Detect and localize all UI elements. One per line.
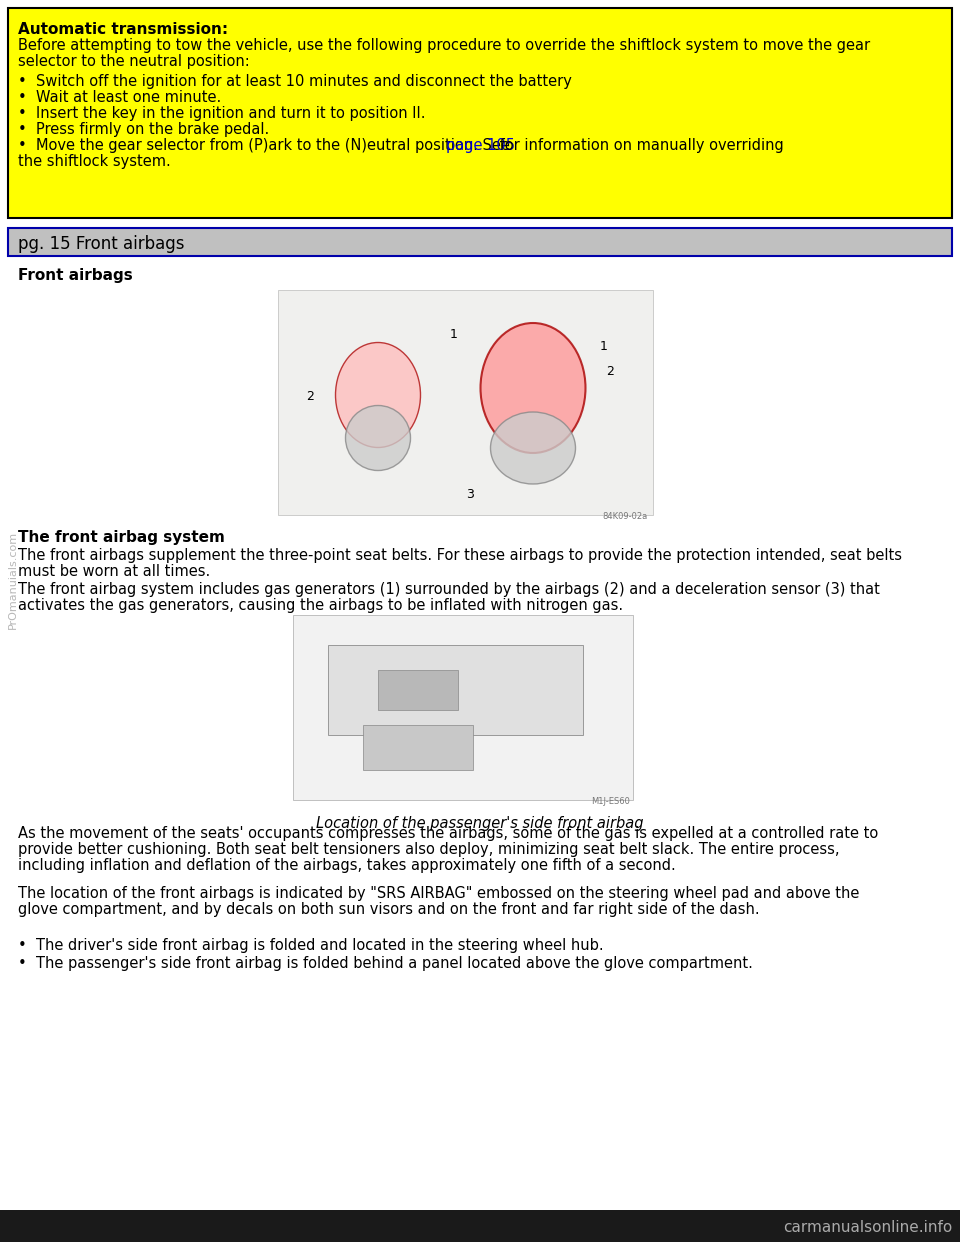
FancyBboxPatch shape — [363, 725, 473, 770]
Text: •  Switch off the ignition for at least 10 minutes and disconnect the battery: • Switch off the ignition for at least 1… — [18, 75, 572, 89]
Text: provide better cushioning. Both seat belt tensioners also deploy, minimizing sea: provide better cushioning. Both seat bel… — [18, 842, 839, 857]
Text: The front airbags supplement the three-point seat belts. For these airbags to pr: The front airbags supplement the three-p… — [18, 548, 902, 563]
Text: •  The driver's side front airbag is folded and located in the steering wheel hu: • The driver's side front airbag is fold… — [18, 938, 604, 953]
Text: page 105: page 105 — [445, 138, 515, 153]
Ellipse shape — [491, 412, 575, 484]
Text: Front airbags: Front airbags — [18, 268, 132, 283]
Text: activates the gas generators, causing the airbags to be inflated with nitrogen g: activates the gas generators, causing th… — [18, 597, 623, 614]
FancyBboxPatch shape — [0, 1210, 960, 1242]
Text: The front airbag system: The front airbag system — [18, 530, 225, 545]
Text: for information on manually overriding: for information on manually overriding — [495, 138, 784, 153]
Text: The location of the front airbags is indicated by "SRS AIRBAG" embossed on the s: The location of the front airbags is ind… — [18, 886, 859, 900]
Text: 2: 2 — [606, 365, 613, 378]
Text: must be worn at all times.: must be worn at all times. — [18, 564, 210, 579]
Text: 84K09-02a: 84K09-02a — [603, 512, 648, 520]
Text: pg. 15 Front airbags: pg. 15 Front airbags — [18, 235, 184, 253]
Text: As the movement of the seats' occupants compresses the airbags, some of the gas : As the movement of the seats' occupants … — [18, 826, 878, 841]
Text: The front airbag system includes gas generators (1) surrounded by the airbags (2: The front airbag system includes gas gen… — [18, 582, 880, 597]
FancyBboxPatch shape — [293, 615, 633, 800]
Text: carmanualsonline.info: carmanualsonline.info — [782, 1221, 952, 1236]
FancyBboxPatch shape — [328, 645, 583, 735]
Ellipse shape — [346, 405, 411, 471]
Text: •  Move the gear selector from (P)ark to the (N)eutral position. See: • Move the gear selector from (P)ark to … — [18, 138, 515, 153]
Text: •  Press firmly on the brake pedal.: • Press firmly on the brake pedal. — [18, 122, 269, 137]
Text: •  Wait at least one minute.: • Wait at least one minute. — [18, 89, 221, 106]
FancyBboxPatch shape — [378, 669, 458, 710]
Text: 3: 3 — [466, 488, 474, 501]
Text: including inflation and deflation of the airbags, takes approximately one fifth : including inflation and deflation of the… — [18, 858, 676, 873]
Text: Before attempting to tow the vehicle, use the following procedure to override th: Before attempting to tow the vehicle, us… — [18, 39, 870, 53]
Text: the shiftlock system.: the shiftlock system. — [18, 154, 171, 169]
Text: selector to the neutral position:: selector to the neutral position: — [18, 53, 250, 70]
Text: 1: 1 — [600, 340, 608, 353]
Ellipse shape — [335, 343, 420, 447]
Text: Location of the passenger's side front airbag: Location of the passenger's side front a… — [316, 816, 644, 831]
Text: PrOmanuials.com: PrOmanuials.com — [8, 530, 18, 628]
Text: •  Insert the key in the ignition and turn it to position II.: • Insert the key in the ignition and tur… — [18, 106, 425, 120]
Ellipse shape — [481, 323, 586, 453]
Text: glove compartment, and by decals on both sun visors and on the front and far rig: glove compartment, and by decals on both… — [18, 902, 759, 917]
Text: 2: 2 — [306, 390, 314, 402]
FancyBboxPatch shape — [8, 7, 952, 219]
Text: Automatic transmission:: Automatic transmission: — [18, 22, 228, 37]
FancyBboxPatch shape — [8, 229, 952, 256]
Text: 1: 1 — [450, 328, 458, 342]
Text: •  The passenger's side front airbag is folded behind a panel located above the : • The passenger's side front airbag is f… — [18, 956, 753, 971]
FancyBboxPatch shape — [278, 289, 653, 515]
Text: M1J-ES60: M1J-ES60 — [591, 797, 630, 806]
